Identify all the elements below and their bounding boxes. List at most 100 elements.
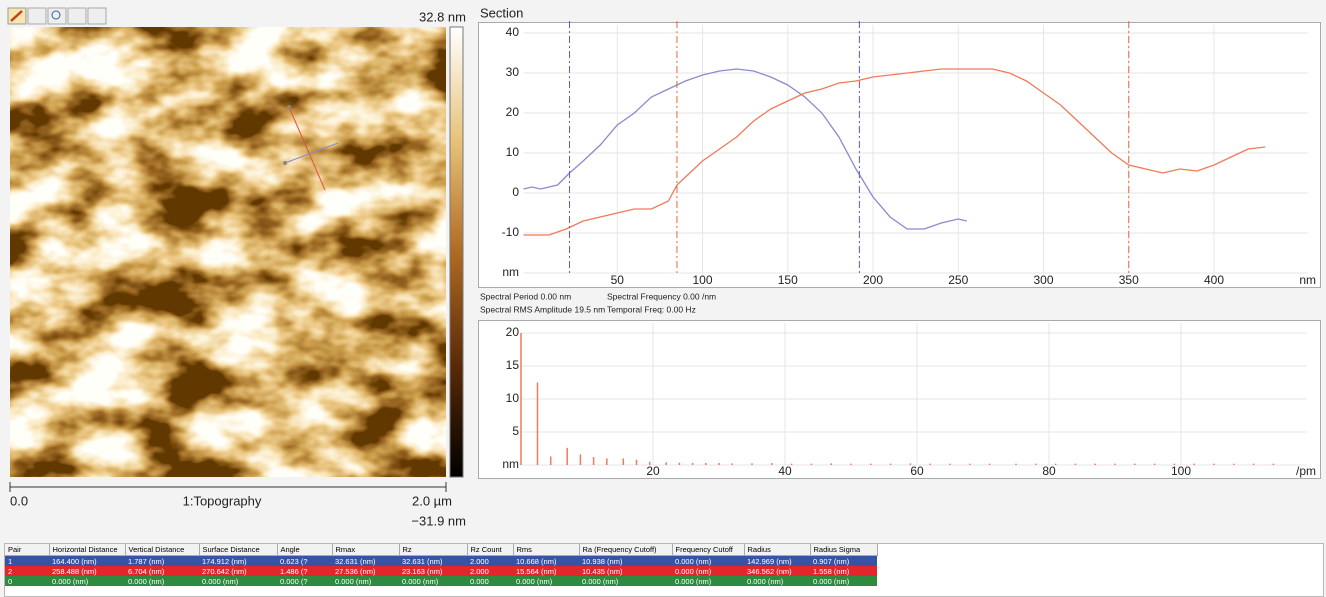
spectral-info: Spectral Period 0.00 nm [480,291,571,301]
table-cell: 142.969 (nm) [747,556,792,566]
table: Pair Horizontal Distance Vertical Distance… [5,544,878,586]
spectrum-bar [870,463,872,465]
column-header[interactable]: Angle [277,544,333,556]
spectrum-bar [520,333,522,465]
spectrum-bar [622,458,625,465]
tool-button[interactable] [87,7,107,25]
z-min-label: −31.9 nm [411,513,466,528]
tool-button[interactable] [67,7,87,25]
spectrum-bar [1272,463,1275,465]
spectrum-bar [665,462,667,465]
y-tick-label: nm [502,457,519,471]
column-header[interactable]: Rz [399,544,468,556]
spectrum-bar [1233,463,1235,465]
table-cell: 0.000 (nm) [52,576,89,586]
tool-button[interactable] [27,7,47,25]
y-tick-label: 30 [506,65,520,79]
table-cell: 1 [8,556,13,566]
z-max-label: 32.8 nm [419,9,466,24]
table-cell: 270.642 (nm) [202,566,247,576]
table-cell: 0.000 (nm) [582,576,619,586]
spectrum-bar [909,463,912,465]
x-tick-label: 250 [948,273,968,287]
table-cell: 0 [8,576,13,586]
section-line [288,106,326,191]
zoom-button[interactable] [47,7,67,25]
table-cell: 2.000 [470,566,489,576]
y-tick-label: 0 [512,185,519,199]
spectrum-bar [536,382,539,465]
column-header[interactable]: Vertical Distance [125,544,200,556]
section-panel [478,22,1321,288]
spectrum-bar [549,456,552,465]
section-title: Section [480,5,523,20]
table-cell: 27.536 (nm) [335,566,376,576]
table-cell: 2 [8,566,13,576]
table-cell: 0.000 (nm) [335,576,372,586]
table-cell: 0.000 (nm) [675,556,712,566]
color-bar [449,26,464,478]
x-tick-label: 200 [863,273,883,287]
table-cell: 0.000 (? [280,576,308,586]
y-tick-label: 5 [512,424,519,438]
table-cell: 0.907 (nm) [813,556,850,566]
spectrum-bar [606,458,608,465]
spectral-info: Spectral RMS Amplitude 19.5 nm [480,304,605,314]
column-header[interactable]: Radius [744,544,811,556]
column-header[interactable]: Rz Count [467,544,514,556]
spectrum-bar [579,454,582,465]
y-tick-label: 20 [506,325,520,339]
spectrum-bar [1153,463,1156,465]
spectrum-bar [1134,463,1136,465]
column-header[interactable]: Surface Distance [199,544,278,556]
x-tick-label: 350 [1119,273,1139,287]
spectrum-bar [949,463,951,465]
column-header[interactable]: Rms [513,544,580,556]
spectrum-bar [929,463,931,465]
table-cell: 32.631 (nm) [335,556,376,566]
table-cell: 0.000 [470,576,489,586]
spectrum-bar [1252,463,1255,465]
column-header[interactable]: Rmax [332,544,400,556]
table-cell: 0.000 (nm) [402,576,439,586]
table-cell: 10.668 (nm) [516,556,557,566]
y-tick-label: 20 [506,105,520,119]
spectral-info: Spectral Frequency 0.00 /nm [607,291,716,301]
spectrum-bar [1114,463,1116,465]
table-cell: 164.400 (nm) [52,556,97,566]
table-cell: 174.912 (nm) [202,556,247,566]
x-tick-label: 300 [1034,273,1054,287]
y-tick-label: -10 [502,225,520,239]
column-header[interactable]: Ra (Frequency Cutoff) [579,544,673,556]
table-cell: 0.000 (nm) [675,566,712,576]
spectrum-bar [731,463,733,465]
table-cell: 0.000 (nm) [516,576,553,586]
spectrum-bar [889,463,892,465]
x-tick-label: 100 [1171,464,1191,478]
column-header[interactable]: Radius Sigma [810,544,878,556]
table-cell: 6.704 (nm) [128,566,165,576]
table-cell: 0.000 (nm) [747,576,784,586]
spectrum-bar [1213,463,1215,465]
spectrum-bar [988,463,991,465]
table-row: 1 164.400 (nm) 1.787 (nm) 174.912 (nm) 0.623… [5,555,877,566]
column-header[interactable]: Frequency Cutoff [672,544,745,556]
spectrum-bar [635,459,638,465]
section-endpoint [287,105,291,109]
x-tick-label: 400 [1204,273,1224,287]
table-cell: 10.435 (nm) [582,566,623,576]
table-cell: 1.558 (nm) [813,566,850,576]
spectrum-bar [691,463,694,465]
table-cell: 0.000 (nm) [675,576,712,586]
table-row: 0 0.000 (nm) 0.000 (nm) 0.000 (nm) 0.000 (? 0… [5,576,877,586]
column-header[interactable]: Pair [5,544,50,556]
spectrum-bar [850,463,852,465]
topography-image [10,27,446,477]
spectrum-bar [1035,463,1037,465]
spectrum-bar [1193,463,1195,465]
column-header[interactable]: Horizontal Distance [49,544,126,556]
spectrum-bar [1054,463,1057,465]
table-row: 2 258.488 (nm) 6.704 (nm) 270.642 (nm) 1.486… [5,566,877,576]
x-start-label: 0.0 [10,493,28,508]
